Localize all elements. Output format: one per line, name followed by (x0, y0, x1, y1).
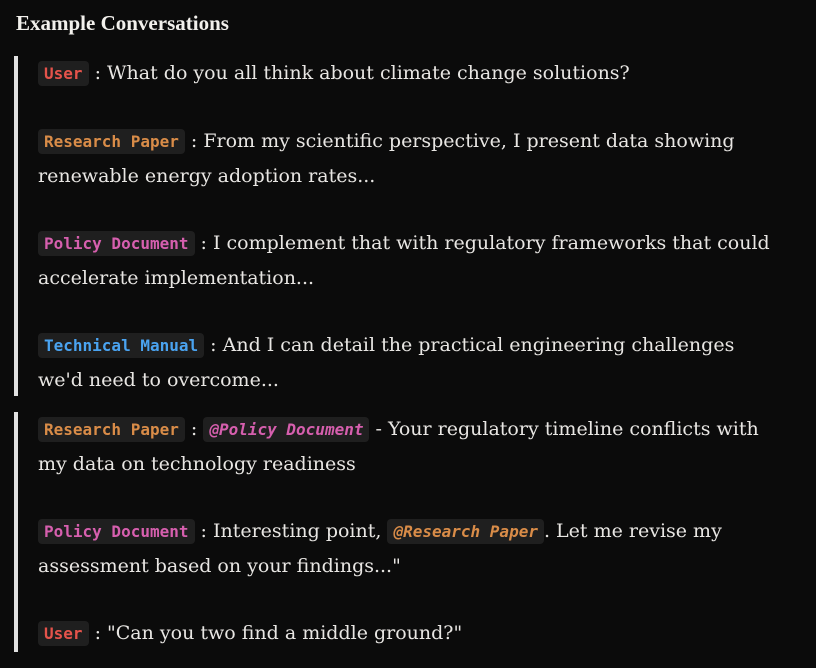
message-text: : What do you all think about climate ch… (88, 62, 630, 84)
message-policy-document-reply: Policy Document : Interesting point, @Re… (38, 514, 784, 583)
message-policy-document: Policy Document : I complement that with… (38, 226, 784, 295)
message-research-paper-reply: Research Paper : @Policy Document - Your… (38, 412, 784, 481)
speaker-tag-research-paper: Research Paper (38, 417, 185, 442)
speaker-tag-user: User (38, 621, 89, 646)
message-user-followup: User : "Can you two find a middle ground… (38, 616, 784, 651)
message-text: : From my scientific perspective, I pres… (38, 130, 735, 187)
separator: : (184, 418, 204, 440)
message-text: : And I can detail the practical enginee… (38, 334, 735, 391)
speaker-tag-technical-manual: Technical Manual (38, 333, 205, 358)
section-heading: Example Conversations (16, 11, 229, 35)
message-text: : Interesting point, (194, 520, 388, 542)
message-text: - Your regulatory timeline conflicts wit… (38, 418, 759, 475)
mention-policy-document: @Policy Document (203, 417, 370, 442)
speaker-tag-policy-document: Policy Document (38, 231, 195, 256)
speaker-tag-research-paper: Research Paper (38, 129, 185, 154)
speaker-tag-user: User (38, 61, 89, 86)
message-user-question: User : What do you all think about clima… (38, 56, 784, 91)
speaker-tag-policy-document: Policy Document (38, 519, 195, 544)
message-technical-manual: Technical Manual : And I can detail the … (38, 328, 784, 397)
message-research-paper: Research Paper : From my scientific pers… (38, 124, 784, 193)
message-text: : I complement that with regulatory fram… (38, 232, 770, 289)
message-text: . Let me revise my assessment based on y… (38, 520, 722, 577)
mention-research-paper: @Research Paper (387, 519, 544, 544)
conversation-block-2: Research Paper : @Policy Document - Your… (14, 412, 784, 652)
conversation-block-1: User : What do you all think about clima… (14, 56, 784, 396)
message-text: : "Can you two find a middle ground?" (88, 622, 463, 644)
